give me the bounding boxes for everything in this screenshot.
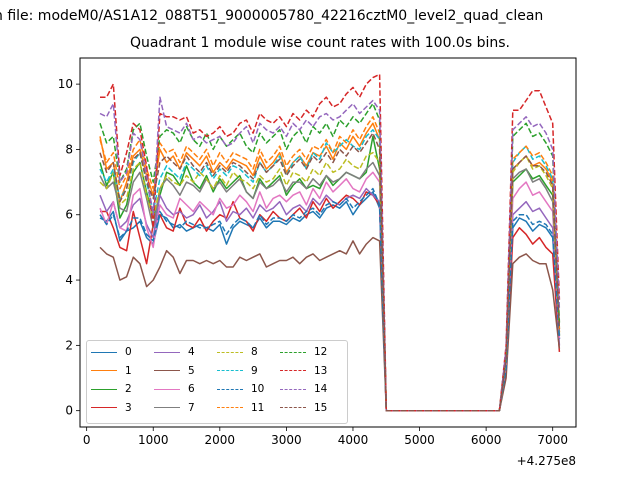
y-tick-label: 0 (65, 404, 73, 418)
x-tick-label: 4000 (338, 433, 369, 447)
legend-swatch (154, 407, 180, 408)
legend-item-1: 1 (91, 363, 132, 379)
legend-label: 8 (251, 346, 258, 358)
legend-swatch (280, 388, 306, 390)
legend-label: 5 (188, 364, 195, 377)
y-ticks: 0 2 4 6 8 10 (58, 77, 80, 418)
x-tick-label: 0 (83, 433, 91, 447)
legend-item-5: 5 (154, 363, 195, 379)
legend-item-14: 14 (280, 381, 327, 397)
legend-label: 7 (188, 401, 195, 414)
y-tick-label: 8 (65, 142, 73, 156)
legend-swatch (280, 370, 306, 371)
legend-item-2: 2 (91, 381, 132, 397)
series-line-11 (99, 116, 561, 412)
series-line-8 (99, 151, 561, 412)
legend-swatch (280, 351, 306, 353)
x-ticks: 0 1000 2000 3000 4000 5000 6000 7000 (83, 427, 568, 447)
legend-label: 11 (251, 401, 265, 414)
x-tick-label: 7000 (537, 433, 568, 447)
legend-label: 12 (314, 346, 328, 358)
legend-label: 15 (314, 401, 328, 414)
legend-label: 4 (188, 346, 195, 358)
legend-item-9: 9 (217, 363, 258, 379)
legend: 0 1 2 3 4 5 6 7 8 9 10 11 12 13 14 15 (86, 340, 348, 424)
y-tick-label: 6 (65, 208, 73, 222)
legend-swatch (217, 407, 243, 408)
legend-item-6: 6 (154, 381, 195, 397)
legend-item-15: 15 (280, 400, 327, 416)
y-tick-label: 4 (65, 273, 73, 287)
legend-swatch (217, 351, 243, 353)
legend-swatch (91, 407, 117, 408)
legend-label: 13 (314, 364, 328, 377)
legend-swatch (154, 351, 180, 353)
legend-label: 9 (251, 364, 258, 377)
y-tick-label: 10 (58, 77, 73, 91)
x-offset-label: +4.275e8 (517, 454, 576, 468)
series-line-10 (99, 187, 561, 412)
series-line-13 (100, 73, 561, 412)
legend-item-12: 12 (280, 344, 327, 360)
legend-item-0: 0 (91, 344, 132, 360)
legend-swatch (154, 370, 180, 371)
legend-item-7: 7 (154, 400, 195, 416)
legend-item-13: 13 (280, 363, 327, 379)
legend-swatch (91, 388, 117, 390)
legend-label: 0 (125, 346, 132, 358)
x-tick-label: 3000 (271, 433, 302, 447)
chart-title: Quadrant 1 module wise count rates with … (130, 35, 510, 51)
legend-item-10: 10 (217, 381, 264, 397)
x-tick-label: 2000 (205, 433, 236, 447)
legend-label: 10 (251, 383, 265, 395)
legend-label: 1 (125, 364, 132, 377)
series-layer (99, 73, 561, 412)
legend-label: 14 (314, 383, 328, 395)
legend-swatch (280, 407, 306, 408)
legend-item-4: 4 (154, 344, 195, 360)
legend-item-8: 8 (217, 344, 258, 360)
legend-swatch (154, 388, 180, 390)
x-tick-label: 6000 (471, 433, 502, 447)
legend-swatch (91, 370, 117, 371)
legend-swatch (217, 370, 243, 371)
legend-label: 3 (125, 401, 132, 414)
legend-item-11: 11 (217, 400, 264, 416)
axes-frame (79, 57, 577, 428)
legend-label: 2 (125, 383, 132, 395)
legend-swatch (91, 351, 117, 353)
legend-label: 6 (188, 383, 195, 395)
legend-item-3: 3 (91, 400, 132, 416)
figure-suptitle: n file: modeM0/AS1A12_088T51_9000005780_… (0, 8, 544, 24)
y-tick-label: 2 (65, 338, 73, 352)
legend-swatch (217, 388, 243, 390)
x-tick-label: 5000 (404, 433, 435, 447)
x-tick-label: 1000 (138, 433, 169, 447)
series-line-15 (99, 132, 561, 412)
